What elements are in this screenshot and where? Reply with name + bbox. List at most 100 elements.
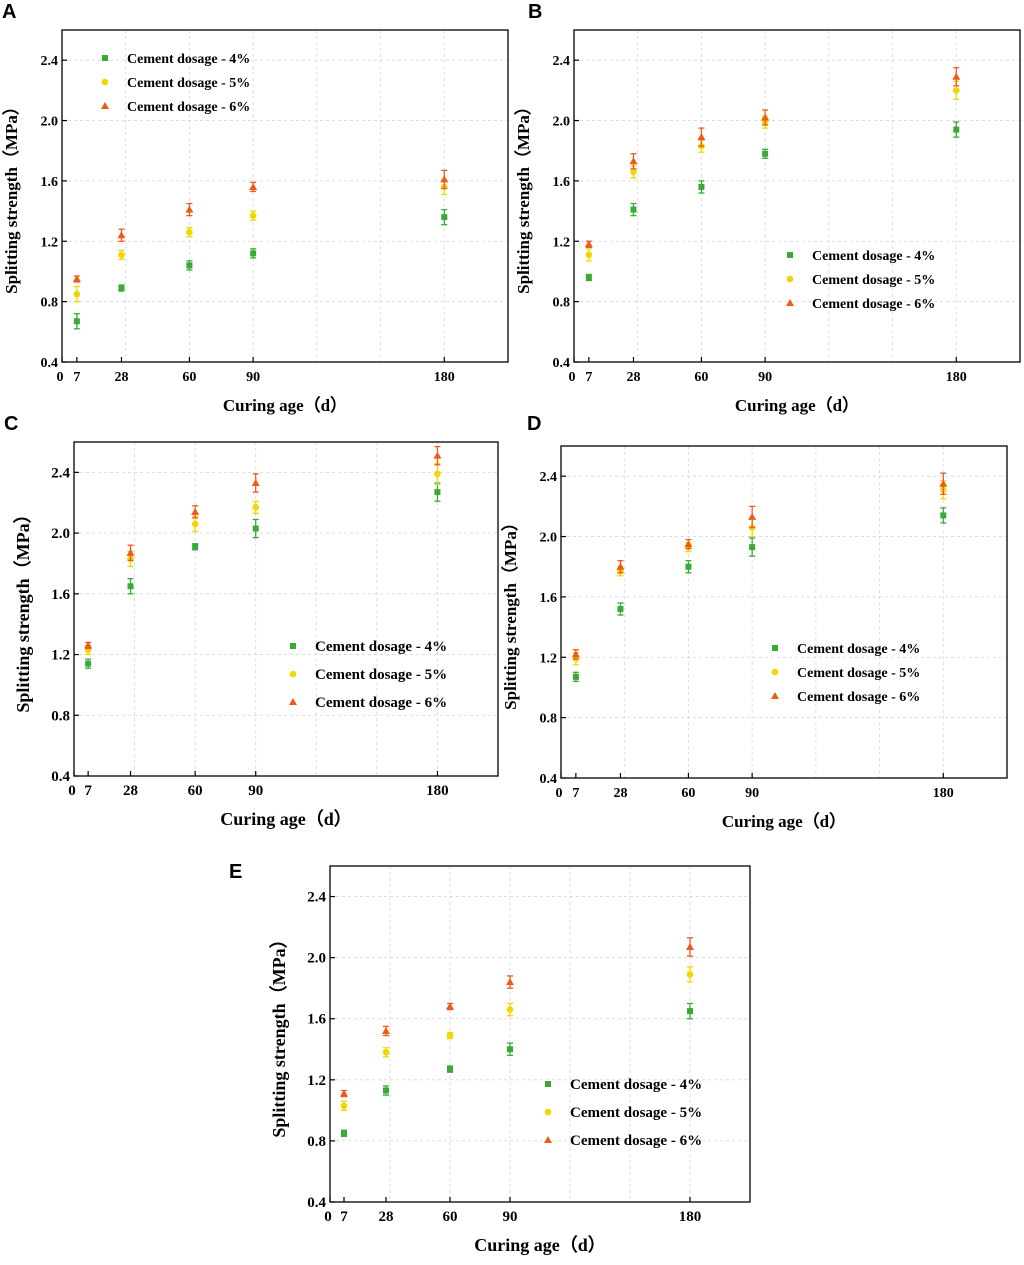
x-tick-label: 90 [745, 786, 759, 801]
data-point [571, 650, 580, 658]
data-point [126, 548, 135, 556]
data-point [507, 1046, 513, 1053]
data-point [252, 525, 259, 532]
data-point [191, 507, 200, 515]
data-point [629, 157, 638, 165]
legend: Cement dosage - 4% Cement dosage - 5% Ceme… [771, 642, 920, 705]
series-dosage-5 [84, 462, 441, 656]
x-tick-label: 60 [443, 1209, 458, 1225]
panel-e: E 0.4 0.8 1.2 1.6 2.0 2.4 0 7 28 60 90 180 Curing age… [229, 861, 751, 1255]
data-point [684, 540, 693, 548]
data-point [506, 1006, 514, 1013]
data-point [118, 285, 125, 292]
x-tick-label: 0 [569, 370, 576, 385]
y-tick-label: 1.2 [540, 651, 558, 666]
data-point [940, 512, 947, 519]
data-point [506, 978, 514, 986]
legend-marker [772, 645, 778, 651]
y-tick-label: 0.4 [41, 356, 59, 371]
data-point [73, 318, 80, 325]
data-point [251, 478, 260, 486]
x-tick-label: 180 [426, 783, 449, 799]
x-tick-label: 0 [68, 783, 76, 799]
x-tick-label: 90 [758, 370, 772, 385]
legend-label: Cement dosage - 5% [315, 667, 447, 683]
data-point [191, 520, 199, 528]
panel-letter: B [528, 1, 542, 23]
data-point [340, 1089, 348, 1097]
legend-label: Cement dosage - 4% [812, 249, 935, 264]
data-point [616, 562, 625, 570]
x-tick-label: 28 [626, 370, 640, 385]
x-tick-label: 180 [946, 370, 967, 385]
legend-marker [101, 78, 109, 86]
y-tick-label: 2.4 [51, 465, 70, 481]
series-dosage-5 [73, 178, 448, 303]
x-tick-label: 0 [324, 1209, 332, 1225]
series-dosage-5 [585, 80, 960, 262]
x-tick-label: 90 [503, 1209, 518, 1225]
data-point [117, 231, 126, 239]
data-point [382, 1049, 390, 1056]
data-point [685, 563, 692, 570]
data-point [127, 583, 134, 590]
panel-a: A 0.4 0.8 1.2 1.6 2.0 2.4 0 7 28 60 90 180 Curing age… [1, 1, 509, 415]
x-axis-title: Curing age（d） [722, 811, 846, 831]
x-tick-label: 0 [57, 370, 64, 385]
x-tick-label: 60 [182, 370, 196, 385]
y-tick-label: 0.8 [540, 712, 558, 727]
y-tick-label: 1.2 [51, 648, 70, 664]
x-tick-label: 180 [434, 370, 455, 385]
legend-label: Cement dosage - 5% [570, 1105, 702, 1121]
data-point [185, 205, 194, 213]
series-dosage-4 [585, 121, 960, 282]
y-tick-label: 2.4 [41, 54, 59, 69]
data-point [85, 660, 92, 667]
legend: Cement dosage - 4% Cement dosage - 5% Ceme… [786, 249, 935, 312]
data-point [686, 971, 694, 978]
legend-marker [786, 299, 794, 306]
legend-marker [290, 643, 296, 649]
y-axis-title: Splitting strength（MPa） [513, 98, 533, 294]
panel-letter: A [2, 1, 16, 23]
data-point [630, 206, 637, 213]
data-point [617, 605, 624, 612]
y-tick-label: 0.8 [41, 296, 59, 311]
series-dosage-5 [572, 480, 947, 666]
legend-label: Cement dosage - 4% [127, 52, 250, 67]
legend: Cement dosage - 4% Cement dosage - 5% Ceme… [544, 1077, 702, 1149]
series-dosage-4 [572, 507, 947, 683]
y-tick-label: 1.2 [41, 235, 59, 250]
data-point [572, 673, 579, 680]
panel-c: C 0.4 0.8 1.2 1.6 2.0 2.4 0 7 28 60 90 180 Curing age… [4, 413, 499, 829]
y-tick-label: 0.8 [307, 1134, 326, 1150]
series-dosage-6 [584, 67, 961, 248]
panel-letter: E [229, 861, 242, 883]
y-tick-label: 2.0 [540, 531, 558, 546]
x-tick-label: 180 [679, 1209, 702, 1225]
y-tick-label: 1.6 [41, 175, 59, 190]
plot-frame [560, 445, 1008, 779]
x-tick-label: 0 [556, 786, 563, 801]
x-tick-label: 7 [585, 370, 592, 385]
y-tick-label: 2.0 [51, 526, 70, 542]
y-tick-label: 0.8 [51, 708, 70, 724]
data-point [446, 1032, 454, 1039]
panel-letter: C [4, 413, 18, 435]
plot-frame [61, 29, 509, 363]
legend-label: Cement dosage - 5% [812, 273, 935, 288]
legend-label: Cement dosage - 6% [127, 100, 250, 115]
y-tick-label: 1.2 [553, 235, 571, 250]
series-dosage-5 [340, 966, 694, 1112]
panel-b: B 0.4 0.8 1.2 1.6 2.0 2.4 0 7 28 60 90 180 Curing age… [513, 1, 1021, 415]
x-tick-label: 180 [933, 786, 954, 801]
data-point [939, 479, 948, 487]
y-tick-label: 0.4 [51, 769, 70, 785]
data-point [447, 1066, 453, 1073]
x-tick-label: 7 [340, 1209, 348, 1225]
data-point [341, 1130, 347, 1137]
x-tick-label: 28 [379, 1209, 394, 1225]
x-tick-label: 7 [73, 370, 80, 385]
data-point [687, 1008, 693, 1015]
data-point [697, 133, 706, 141]
